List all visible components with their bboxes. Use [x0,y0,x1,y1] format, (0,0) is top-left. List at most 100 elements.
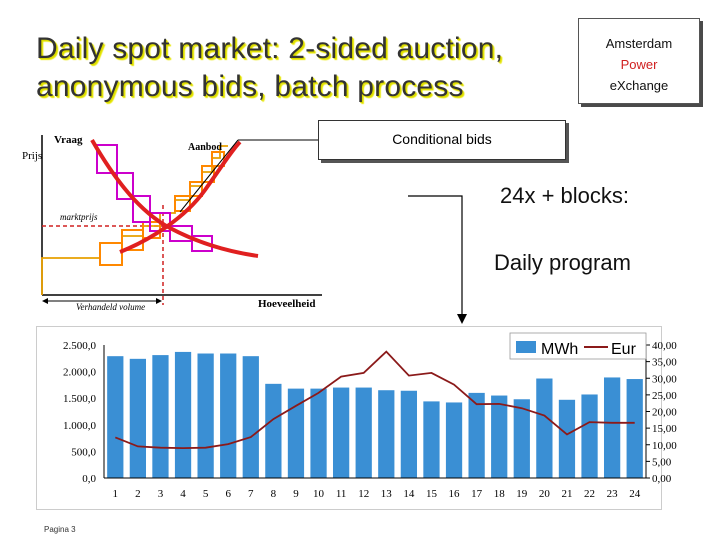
y-left-tick-label: 2.000,0 [63,367,97,379]
y-left-tick-label: 1.500,0 [63,393,97,405]
volume-arrow-right-head [156,298,162,304]
x-tick-label: 7 [248,488,254,500]
demand-box [96,144,118,174]
logo-line-3: eXchange [609,78,669,93]
y-left-tick-label: 2.500,0 [63,340,97,352]
title-line-1: Daily spot market: 2-sided auction, [36,32,504,65]
y-right-tick-label: 35,00 [652,357,677,369]
x-tick-label: 9 [293,488,299,500]
x-tick-label: 4 [180,488,186,500]
conditional-bids-label: Conditional bids [392,131,492,147]
x-tick-label: 19 [516,488,528,500]
mwh-bar [197,353,214,478]
logo-line-2: Power [620,57,658,72]
y-right-tick-label: 20,00 [652,407,677,419]
daily-program-label: Daily program [494,250,631,275]
mwh-bar [332,387,350,478]
mwh-bar [445,402,463,478]
x-tick-label: 22 [584,488,595,500]
conditional-pointer-diag [179,139,239,213]
x-tick-label: 10 [313,488,325,500]
eur-line [114,350,635,450]
demand-box [169,225,193,242]
mwh-bar [513,399,530,478]
x-tick-label: 14 [403,488,415,500]
legend-swatch-mwh [516,341,536,353]
y-left-tick-label: 0,0 [82,473,96,485]
label-verhandeld: Verhandeld volume [76,302,146,312]
supply-box [189,181,203,197]
mwh-bar [129,358,147,478]
mwh-bar [242,356,259,478]
x-tick-label: 1 [113,488,119,500]
x-tick-label: 17 [471,488,483,500]
mwh-bar [378,390,395,478]
mwh-bar [581,394,598,478]
mwh-bar [355,387,372,478]
mwh-bar [220,353,237,478]
y-right-tick-label: 25,00 [652,390,677,402]
mwh-bar [626,379,643,478]
x-tick-label: 12 [358,488,369,500]
x-tick-label: 3 [158,488,164,500]
legend-label-eur: Eur [611,341,637,358]
mwh-bar [423,401,440,478]
y-right-tick-label: 5,00 [652,456,672,468]
x-tick-label: 21 [561,488,572,500]
x-tick-label: 5 [203,488,209,500]
mwh-bar [603,377,621,478]
y-left-tick-label: 500,0 [71,446,96,458]
demand-box [116,172,134,200]
x-tick-label: 11 [336,488,347,500]
supply-box [99,242,123,266]
supply-box [211,151,225,167]
x-tick-label: 16 [449,488,461,500]
label-vraag: Vraag [54,134,83,146]
footer-page: Pagina 3 [44,525,76,534]
x-tick-label: 15 [426,488,438,500]
x-tick-label: 24 [629,488,641,500]
x-tick-label: 18 [494,488,506,500]
x-tick-label: 6 [225,488,231,500]
x-tick-label: 8 [271,488,277,500]
mwh-bar [558,399,576,478]
program-arrow-head [457,314,467,324]
label-marktprijs: marktprijs [60,212,98,222]
supply-curve [119,140,242,254]
mwh-bar [265,383,282,478]
mwh-bar [536,378,553,478]
mwh-bar [400,390,418,478]
demand-box [191,235,213,252]
conditional-bids-box: Conditional bids [318,120,566,160]
y-left-tick-label: 1.000,0 [63,420,97,432]
logo-line-1: Amsterdam [605,36,673,51]
demand-curve [90,139,259,258]
x-tick-label: 13 [381,488,393,500]
label-aanbod: Aanbod [188,142,222,153]
mwh-bar [287,388,305,478]
mwh-bar [468,392,485,478]
mwh-bar [491,395,508,478]
y-right-tick-label: 15,00 [652,423,677,435]
y-right-tick-label: 30,00 [652,373,677,385]
title-line-2: anonymous bids, batch process [36,70,464,103]
demand-boxes [96,144,213,252]
volume-arrow-left-head [42,298,48,304]
x-tick-label: 20 [539,488,551,500]
mwh-bar [174,351,192,478]
y-right-tick-label: 0,00 [652,473,672,485]
demand-box [132,195,151,223]
mwh-bar [310,388,327,478]
supply-box [174,195,191,212]
y-right-tick-label: 10,00 [652,440,677,452]
label-hoeveelheid: Hoeveelheid [258,298,316,310]
mwh-bar [152,355,169,478]
label-prijs: Prijs [22,150,43,162]
mwh-bar [107,356,124,478]
x-tick-label: 23 [607,488,619,500]
apx-logo: Amsterdam Power eXchange [578,18,700,104]
legend-label-mwh: MWh [541,341,578,358]
auction-diagram [41,135,467,324]
program-arrow [408,195,463,318]
